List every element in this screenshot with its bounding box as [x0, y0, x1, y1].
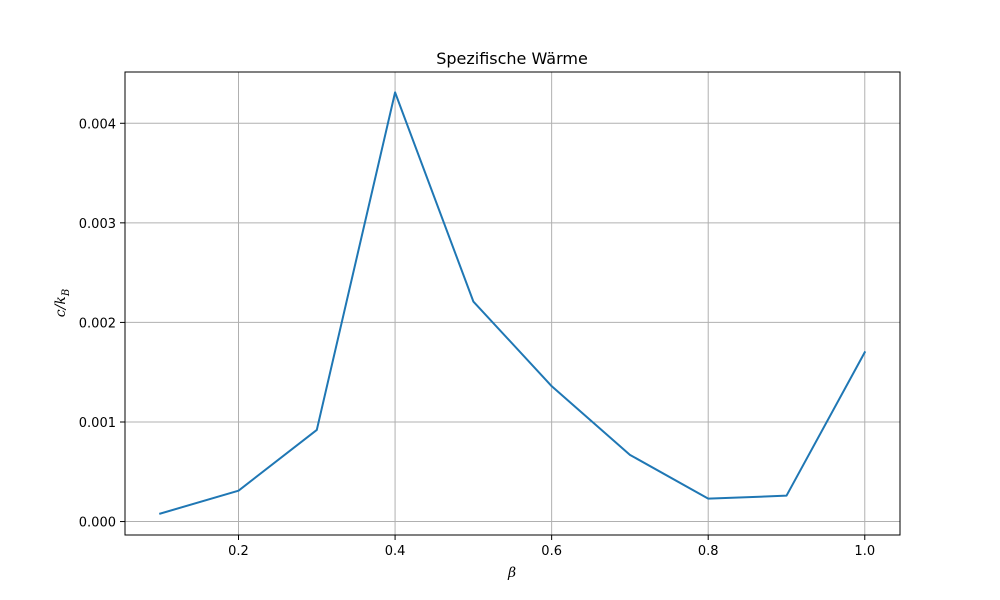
x-tick-label: 1.0: [854, 544, 875, 559]
y-tick-label: 0.000: [79, 516, 116, 531]
x-tick-label: 0.6: [541, 544, 562, 559]
plot-frame: [124, 71, 901, 536]
chart-title: Spezifische Wärme: [436, 49, 588, 68]
x-tick-label: 0.4: [385, 544, 406, 559]
y-tick-label: 0.004: [79, 117, 116, 132]
y-tick-label: 0.003: [79, 217, 116, 232]
x-axis-label: β: [507, 565, 516, 581]
x-tick-label: 0.8: [698, 544, 719, 559]
series-line: [158, 91, 867, 515]
y-tick-label: 0.001: [79, 416, 116, 431]
y-axis-label-subscript: B: [61, 289, 72, 297]
x-axis: 0.2 0.4 0.6 0.8 1.0: [228, 535, 875, 559]
grid: [125, 72, 900, 535]
y-axis-label: c/kB: [53, 289, 72, 317]
y-tick-label: 0.002: [79, 316, 116, 331]
y-axis: 0.000 0.001 0.002 0.003 0.004: [79, 117, 125, 531]
y-axis-label-main: c/k: [53, 296, 69, 317]
x-tick-label: 0.2: [228, 544, 249, 559]
series-layer: [158, 91, 867, 515]
